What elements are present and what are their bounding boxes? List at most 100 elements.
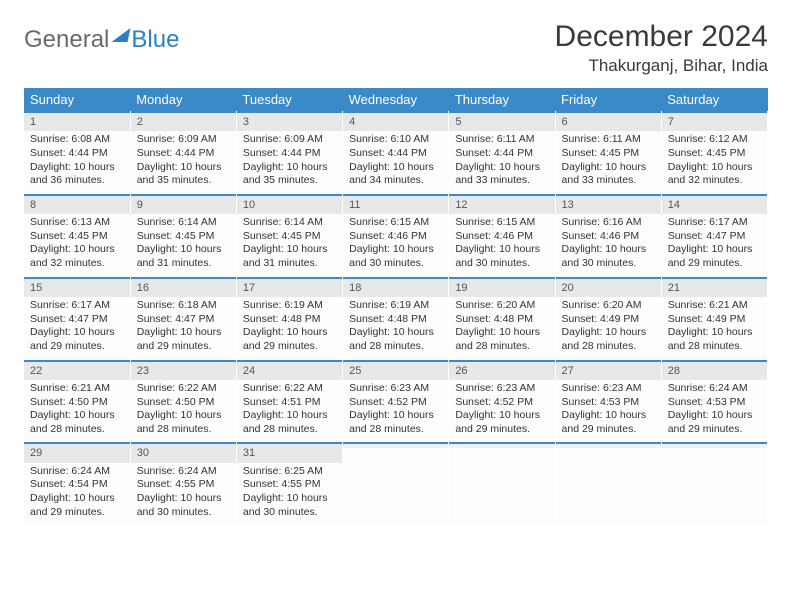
daylight-label: Daylight: 10 hours and 29 minutes. — [30, 492, 124, 519]
daylight-label: Daylight: 10 hours and 29 minutes. — [455, 409, 548, 436]
weekday-friday: Friday — [555, 88, 661, 111]
day-number: 9 — [131, 194, 236, 214]
day-body: Sunrise: 6:09 AMSunset: 4:44 PMDaylight:… — [237, 131, 342, 194]
day-body: Sunrise: 6:08 AMSunset: 4:44 PMDaylight:… — [24, 131, 130, 194]
day-body: Sunrise: 6:23 AMSunset: 4:53 PMDaylight:… — [556, 380, 661, 443]
daylight-label: Daylight: 10 hours and 30 minutes. — [137, 492, 230, 519]
sunset-label: Sunset: 4:47 PM — [30, 313, 124, 327]
sunset-label: Sunset: 4:47 PM — [137, 313, 230, 327]
calendar-day-cell — [555, 442, 661, 525]
day-number: 21 — [662, 277, 767, 297]
sunrise-label: Sunrise: 6:15 AM — [349, 216, 442, 230]
sunrise-label: Sunrise: 6:17 AM — [30, 299, 124, 313]
sunset-label: Sunset: 4:44 PM — [349, 147, 442, 161]
sunrise-label: Sunrise: 6:21 AM — [668, 299, 761, 313]
day-number: 12 — [449, 194, 554, 214]
calendar-day-cell: 21Sunrise: 6:21 AMSunset: 4:49 PMDayligh… — [661, 277, 767, 360]
sunset-label: Sunset: 4:51 PM — [243, 396, 336, 410]
calendar-day-cell: 18Sunrise: 6:19 AMSunset: 4:48 PMDayligh… — [343, 277, 449, 360]
day-body: Sunrise: 6:24 AMSunset: 4:55 PMDaylight:… — [131, 463, 236, 526]
day-body: Sunrise: 6:12 AMSunset: 4:45 PMDaylight:… — [662, 131, 767, 194]
sunrise-label: Sunrise: 6:12 AM — [668, 133, 761, 147]
sunrise-label: Sunrise: 6:14 AM — [137, 216, 230, 230]
daylight-label: Daylight: 10 hours and 29 minutes. — [30, 326, 124, 353]
day-number: 11 — [343, 194, 448, 214]
day-number: 13 — [556, 194, 661, 214]
sunset-label: Sunset: 4:52 PM — [349, 396, 442, 410]
daylight-label: Daylight: 10 hours and 31 minutes. — [137, 243, 230, 270]
logo-text-blue: Blue — [131, 26, 179, 54]
calendar-day-cell: 29Sunrise: 6:24 AMSunset: 4:54 PMDayligh… — [24, 442, 130, 525]
calendar-day-cell: 30Sunrise: 6:24 AMSunset: 4:55 PMDayligh… — [130, 442, 236, 525]
daylight-label: Daylight: 10 hours and 34 minutes. — [349, 161, 442, 188]
daylight-label: Daylight: 10 hours and 35 minutes. — [243, 161, 336, 188]
sunrise-label: Sunrise: 6:24 AM — [137, 465, 230, 479]
daylight-label: Daylight: 10 hours and 28 minutes. — [455, 326, 548, 353]
day-number: 28 — [662, 360, 767, 380]
day-number: 2 — [131, 111, 236, 131]
month-title: December 2024 — [555, 20, 768, 54]
calendar-day-cell — [661, 442, 767, 525]
calendar-day-cell: 5Sunrise: 6:11 AMSunset: 4:44 PMDaylight… — [449, 111, 555, 194]
sunset-label: Sunset: 4:49 PM — [668, 313, 761, 327]
day-number: 20 — [556, 277, 661, 297]
location-label: Thakurganj, Bihar, India — [555, 56, 768, 76]
day-body — [449, 448, 554, 506]
sunrise-label: Sunrise: 6:19 AM — [243, 299, 336, 313]
sunset-label: Sunset: 4:45 PM — [137, 230, 230, 244]
sunset-label: Sunset: 4:47 PM — [668, 230, 761, 244]
sunrise-label: Sunrise: 6:09 AM — [137, 133, 230, 147]
day-body: Sunrise: 6:10 AMSunset: 4:44 PMDaylight:… — [343, 131, 448, 194]
calendar-day-cell: 8Sunrise: 6:13 AMSunset: 4:45 PMDaylight… — [24, 194, 130, 277]
calendar-day-cell: 2Sunrise: 6:09 AMSunset: 4:44 PMDaylight… — [130, 111, 236, 194]
weekday-sunday: Sunday — [24, 88, 130, 111]
sunrise-label: Sunrise: 6:13 AM — [30, 216, 124, 230]
calendar-day-cell: 24Sunrise: 6:22 AMSunset: 4:51 PMDayligh… — [236, 360, 342, 443]
calendar-week-row: 15Sunrise: 6:17 AMSunset: 4:47 PMDayligh… — [24, 277, 768, 360]
calendar-day-cell: 13Sunrise: 6:16 AMSunset: 4:46 PMDayligh… — [555, 194, 661, 277]
sunset-label: Sunset: 4:49 PM — [562, 313, 655, 327]
calendar-day-cell: 6Sunrise: 6:11 AMSunset: 4:45 PMDaylight… — [555, 111, 661, 194]
daylight-label: Daylight: 10 hours and 28 minutes. — [562, 326, 655, 353]
calendar-day-cell: 3Sunrise: 6:09 AMSunset: 4:44 PMDaylight… — [236, 111, 342, 194]
sunrise-label: Sunrise: 6:20 AM — [455, 299, 548, 313]
calendar-day-cell: 7Sunrise: 6:12 AMSunset: 4:45 PMDaylight… — [661, 111, 767, 194]
calendar-day-cell: 19Sunrise: 6:20 AMSunset: 4:48 PMDayligh… — [449, 277, 555, 360]
daylight-label: Daylight: 10 hours and 28 minutes. — [349, 409, 442, 436]
daylight-label: Daylight: 10 hours and 28 minutes. — [349, 326, 442, 353]
day-number: 29 — [24, 442, 130, 462]
weekday-monday: Monday — [130, 88, 236, 111]
day-body: Sunrise: 6:19 AMSunset: 4:48 PMDaylight:… — [343, 297, 448, 360]
sunrise-label: Sunrise: 6:11 AM — [562, 133, 655, 147]
sunrise-label: Sunrise: 6:23 AM — [349, 382, 442, 396]
sunrise-label: Sunrise: 6:21 AM — [30, 382, 124, 396]
weekday-saturday: Saturday — [661, 88, 767, 111]
day-body: Sunrise: 6:20 AMSunset: 4:48 PMDaylight:… — [449, 297, 554, 360]
sunset-label: Sunset: 4:53 PM — [562, 396, 655, 410]
day-body: Sunrise: 6:18 AMSunset: 4:47 PMDaylight:… — [131, 297, 236, 360]
day-body: Sunrise: 6:25 AMSunset: 4:55 PMDaylight:… — [237, 463, 342, 526]
day-body: Sunrise: 6:21 AMSunset: 4:49 PMDaylight:… — [662, 297, 767, 360]
day-number: 3 — [237, 111, 342, 131]
day-body — [556, 448, 661, 506]
sunset-label: Sunset: 4:45 PM — [562, 147, 655, 161]
sunrise-label: Sunrise: 6:17 AM — [668, 216, 761, 230]
daylight-label: Daylight: 10 hours and 28 minutes. — [243, 409, 336, 436]
daylight-label: Daylight: 10 hours and 33 minutes. — [562, 161, 655, 188]
daylight-label: Daylight: 10 hours and 29 minutes. — [668, 243, 761, 270]
calendar-week-row: 1Sunrise: 6:08 AMSunset: 4:44 PMDaylight… — [24, 111, 768, 194]
day-number: 5 — [449, 111, 554, 131]
daylight-label: Daylight: 10 hours and 30 minutes. — [243, 492, 336, 519]
calendar-day-cell: 22Sunrise: 6:21 AMSunset: 4:50 PMDayligh… — [24, 360, 130, 443]
day-body: Sunrise: 6:13 AMSunset: 4:45 PMDaylight:… — [24, 214, 130, 277]
day-body: Sunrise: 6:16 AMSunset: 4:46 PMDaylight:… — [556, 214, 661, 277]
daylight-label: Daylight: 10 hours and 29 minutes. — [137, 326, 230, 353]
weekday-tuesday: Tuesday — [236, 88, 342, 111]
weekday-wednesday: Wednesday — [343, 88, 449, 111]
calendar-day-cell: 23Sunrise: 6:22 AMSunset: 4:50 PMDayligh… — [130, 360, 236, 443]
sunrise-label: Sunrise: 6:24 AM — [668, 382, 761, 396]
day-body: Sunrise: 6:24 AMSunset: 4:53 PMDaylight:… — [662, 380, 767, 443]
daylight-label: Daylight: 10 hours and 29 minutes. — [243, 326, 336, 353]
daylight-label: Daylight: 10 hours and 28 minutes. — [668, 326, 761, 353]
calendar-day-cell: 25Sunrise: 6:23 AMSunset: 4:52 PMDayligh… — [343, 360, 449, 443]
